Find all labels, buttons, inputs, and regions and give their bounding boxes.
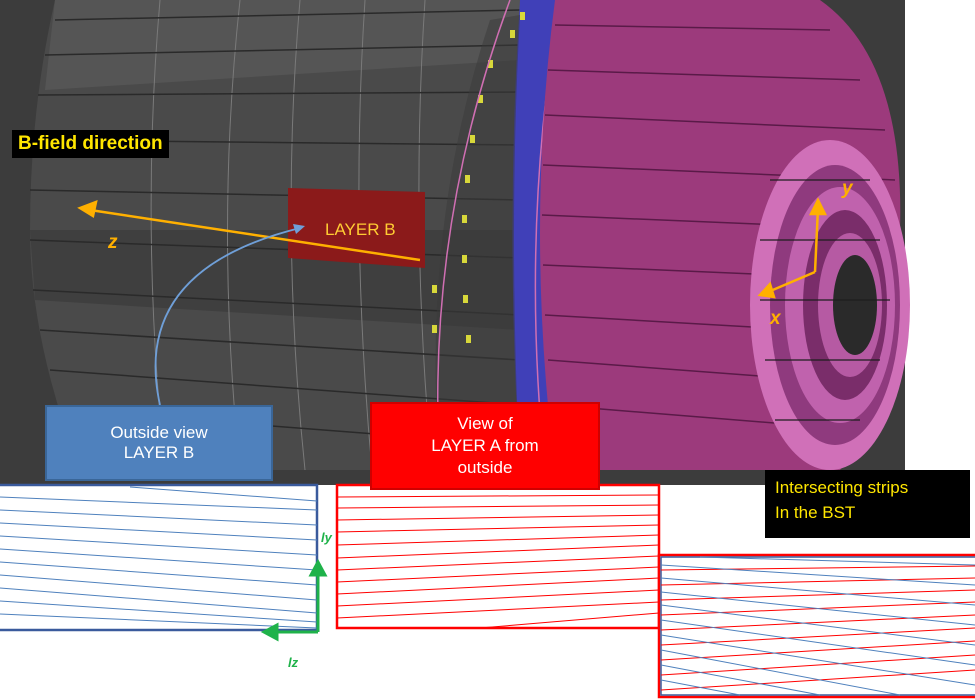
view-layer-a-box: View of LAYER A from outside [370,402,600,490]
local-axis-lz-label: lz [288,655,298,670]
intersecting-strips-box: Intersecting strips In the BST [765,470,970,538]
axis-z-label: z [108,232,118,254]
b-field-label: B-field direction [12,130,169,158]
outside-view-line-2: LAYER B [124,443,195,463]
intersecting-line-2: In the BST [775,501,960,526]
axis-y-label: y [842,178,853,200]
strips-layer-a [337,485,659,628]
outside-view-line-1: Outside view [110,423,207,443]
view-layer-a-line-2: LAYER A from [431,435,538,457]
intersecting-line-1: Intersecting strips [775,476,960,501]
render-background-right [905,0,975,485]
strips-intersecting [659,555,975,697]
strips-layer-b [0,485,317,630]
barrel-end-rings [750,140,910,470]
axis-x-label: x [770,308,781,330]
outside-view-layer-b-box: Outside view LAYER B [45,405,273,481]
local-axis-ly-label: ly [321,530,332,545]
view-layer-a-line-3: outside [458,457,513,479]
layer-b-label: LAYER B [325,220,396,240]
view-layer-a-line-1: View of [457,413,512,435]
